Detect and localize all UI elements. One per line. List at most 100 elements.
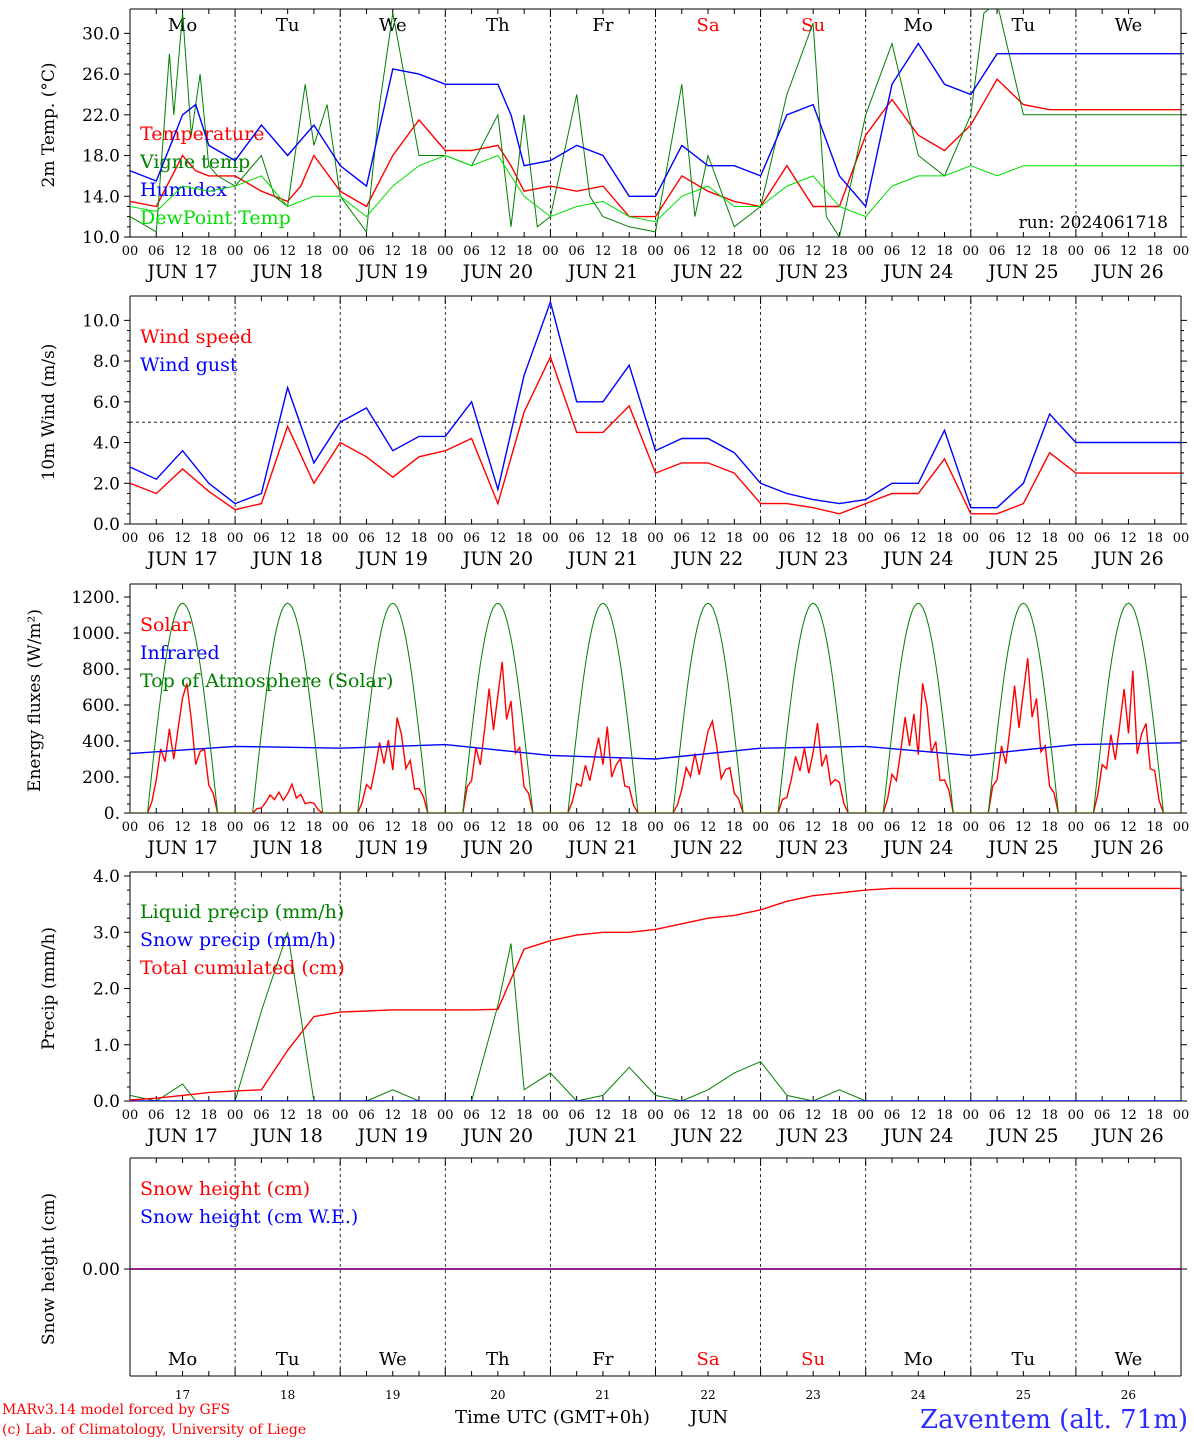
x-hour-label: 12 bbox=[1015, 820, 1032, 835]
weekday-label: Fr bbox=[592, 15, 613, 36]
date-number-label: 26 bbox=[1121, 1388, 1136, 1402]
x-hour-label: 12 bbox=[1015, 531, 1032, 546]
x-hour-label: 06 bbox=[148, 244, 165, 259]
x-hour-label: 06 bbox=[358, 531, 375, 546]
x-hour-label: 06 bbox=[674, 820, 691, 835]
weekday-label: Mo bbox=[168, 1349, 197, 1370]
x-hour-label: 18 bbox=[306, 1108, 323, 1123]
x-hour-label: 06 bbox=[884, 244, 901, 259]
x-hour-label: 06 bbox=[148, 1108, 165, 1123]
x-hour-label: 00 bbox=[752, 531, 769, 546]
weekday-label: Mo bbox=[904, 15, 933, 36]
x-hour-label: 00 bbox=[227, 1108, 244, 1123]
x-hour-label: 12 bbox=[384, 244, 401, 259]
series-line-wind-speed bbox=[130, 355, 1181, 515]
panel-2: 0.0 2.0 4.0 6.0 8.0 10.0 10m Wind (m/s) 00 06 12 1… bbox=[39, 295, 1190, 570]
x-hour-label: 12 bbox=[805, 1108, 822, 1123]
x-hour-label: 12 bbox=[805, 820, 822, 835]
x-hour-label: 00 bbox=[963, 244, 980, 259]
x-hour-label: 06 bbox=[989, 244, 1006, 259]
y-tick-label: 1000. bbox=[71, 624, 120, 644]
legend-entry: Temperature bbox=[140, 123, 264, 145]
y-tick-label: 800. bbox=[82, 660, 120, 680]
x-hour-label: 00 bbox=[437, 820, 454, 835]
x-hour-label: 18 bbox=[411, 1108, 428, 1123]
legend-entry: Snow height (cm) bbox=[140, 1178, 310, 1200]
x-hour-label: 00 bbox=[963, 531, 980, 546]
x-date-label: JUN 23 bbox=[776, 261, 848, 283]
x-hour-label: 18 bbox=[621, 244, 638, 259]
x-date-label: JUN 19 bbox=[356, 1125, 428, 1147]
x-hour-label: 12 bbox=[174, 244, 191, 259]
x-hour-label: 12 bbox=[595, 820, 612, 835]
x-date-label: JUN 20 bbox=[461, 837, 533, 859]
x-hour-label: 18 bbox=[1041, 244, 1058, 259]
y-tick-label: 0. bbox=[104, 804, 120, 824]
weekday-label: Sa bbox=[697, 15, 720, 36]
legend-entry: Snow precip (mm/h) bbox=[140, 929, 336, 951]
x-hour-label: 18 bbox=[726, 820, 743, 835]
x-date-label: JUN 20 bbox=[461, 548, 533, 570]
legend-entry: Humidex bbox=[140, 179, 227, 201]
x-date-label: JUN 25 bbox=[986, 261, 1058, 283]
series-line-top-of-atmosphere-solar- bbox=[130, 602, 1181, 813]
y-tick-label: 4.0 bbox=[93, 434, 120, 454]
x-hour-label: 18 bbox=[621, 820, 638, 835]
x-hour-label: 18 bbox=[201, 1108, 218, 1123]
x-hour-label: 18 bbox=[201, 531, 218, 546]
x-hour-label: 00 bbox=[1173, 531, 1190, 546]
panel-3: 0. 200. 400. 600. 800. 1000. 1200. Energy fluxe… bbox=[25, 583, 1189, 859]
y-tick-label: 600. bbox=[82, 696, 120, 716]
x-hour-label: 12 bbox=[384, 531, 401, 546]
x-hour-label: 00 bbox=[963, 1108, 980, 1123]
x-hour-label: 06 bbox=[148, 531, 165, 546]
x-hour-label: 18 bbox=[411, 244, 428, 259]
y-tick-label: 400. bbox=[82, 732, 120, 752]
x-hour-label: 06 bbox=[989, 531, 1006, 546]
date-number-label: 23 bbox=[806, 1388, 821, 1402]
x-date-label: JUN 24 bbox=[881, 261, 953, 283]
y-tick-label: 0.0 bbox=[93, 1092, 120, 1112]
x-hour-label: 00 bbox=[437, 531, 454, 546]
y-tick-label: 6.0 bbox=[93, 393, 120, 413]
date-number-label: 20 bbox=[490, 1388, 505, 1402]
x-hour-label: 12 bbox=[700, 531, 717, 546]
y-tick-label: 0.00 bbox=[82, 1260, 120, 1280]
weekday-label: Tu bbox=[1012, 15, 1036, 36]
x-date-label: JUN 26 bbox=[1091, 548, 1163, 570]
y-tick-label: 30.0 bbox=[82, 24, 120, 44]
y-tick-label: 8.0 bbox=[93, 352, 120, 372]
x-hour-label: 12 bbox=[700, 1108, 717, 1123]
x-hour-label: 12 bbox=[805, 244, 822, 259]
x-hour-label: 00 bbox=[227, 531, 244, 546]
legend-entry: Vigne temp bbox=[139, 151, 250, 173]
x-hour-label: 12 bbox=[910, 531, 927, 546]
x-date-label: JUN 19 bbox=[356, 837, 428, 859]
x-date-label: JUN 20 bbox=[461, 261, 533, 283]
x-hour-label: 06 bbox=[674, 531, 691, 546]
x-hour-label: 18 bbox=[516, 531, 533, 546]
x-hour-label: 18 bbox=[831, 244, 848, 259]
x-date-label: JUN 26 bbox=[1091, 1125, 1163, 1147]
legend-entry: Total cumulated (cm) bbox=[140, 957, 345, 979]
date-number-label: 22 bbox=[700, 1388, 715, 1402]
x-hour-label: 00 bbox=[437, 244, 454, 259]
weekday-label: Mo bbox=[168, 15, 197, 36]
x-date-label: JUN 23 bbox=[776, 548, 848, 570]
x-hour-label: 00 bbox=[542, 531, 559, 546]
x-hour-label: 18 bbox=[831, 820, 848, 835]
weekday-label: Su bbox=[801, 1349, 825, 1370]
x-hour-label: 06 bbox=[358, 1108, 375, 1123]
x-date-label: JUN 21 bbox=[566, 1125, 638, 1147]
weekday-label: We bbox=[379, 15, 407, 36]
x-hour-label: 12 bbox=[490, 531, 507, 546]
x-hour-label: 12 bbox=[1120, 531, 1137, 546]
x-hour-label: 06 bbox=[884, 531, 901, 546]
y-tick-label: 3.0 bbox=[93, 923, 120, 943]
series-line-infrared bbox=[130, 742, 1181, 760]
x-hour-label: 00 bbox=[227, 820, 244, 835]
x-hour-label: 06 bbox=[568, 531, 585, 546]
x-hour-label: 06 bbox=[674, 1108, 691, 1123]
x-hour-label: 00 bbox=[332, 820, 349, 835]
